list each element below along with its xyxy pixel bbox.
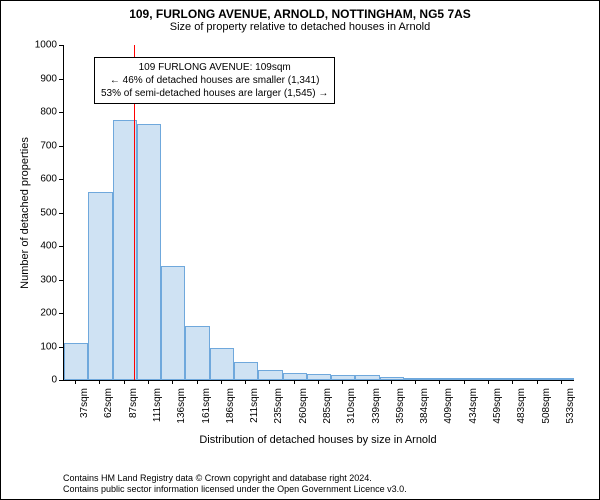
x-tick-label: 459sqm: [492, 388, 503, 436]
x-tick-label: 62sqm: [103, 388, 114, 436]
plot-area: 109 FURLONG AVENUE: 109sqm← 46% of detac…: [63, 45, 574, 381]
x-tick-label: 508sqm: [541, 388, 552, 436]
histogram-bar: [355, 375, 379, 380]
x-tick-label: 37sqm: [79, 388, 90, 436]
histogram-bar: [185, 326, 209, 380]
x-tick-label: 111sqm: [152, 388, 163, 436]
y-tick-label: 100: [29, 341, 57, 352]
histogram-bar: [428, 378, 452, 380]
x-tick-label: 136sqm: [176, 388, 187, 436]
histogram-bar: [550, 378, 574, 380]
annotation-line-2: ← 46% of detached houses are smaller (1,…: [101, 74, 328, 87]
x-tick-mark: [124, 380, 125, 384]
x-tick-label: 285sqm: [322, 388, 333, 436]
y-tick-mark: [59, 179, 63, 180]
x-tick-mark: [269, 380, 270, 384]
histogram-bar: [331, 375, 355, 380]
y-tick-label: 600: [29, 174, 57, 185]
x-tick-label: 310sqm: [346, 388, 357, 436]
y-tick-mark: [59, 380, 63, 381]
x-tick-label: 384sqm: [419, 388, 430, 436]
footer-line-2: Contains public sector information licen…: [63, 484, 407, 495]
x-tick-mark: [294, 380, 295, 384]
y-tick-mark: [59, 313, 63, 314]
annotation-box: 109 FURLONG AVENUE: 109sqm← 46% of detac…: [94, 57, 335, 104]
x-tick-mark: [512, 380, 513, 384]
x-tick-mark: [537, 380, 538, 384]
histogram-bar: [234, 362, 258, 380]
histogram-bar: [210, 348, 234, 380]
y-tick-mark: [59, 112, 63, 113]
histogram-bar: [453, 378, 477, 380]
x-tick-mark: [148, 380, 149, 384]
histogram-bar: [525, 378, 549, 380]
annotation-line-1: 109 FURLONG AVENUE: 109sqm: [101, 61, 328, 74]
footer-line-1: Contains HM Land Registry data © Crown c…: [63, 473, 407, 484]
x-tick-mark: [75, 380, 76, 384]
y-tick-mark: [59, 146, 63, 147]
y-tick-mark: [59, 347, 63, 348]
x-tick-mark: [415, 380, 416, 384]
chart-container: 109, FURLONG AVENUE, ARNOLD, NOTTINGHAM,…: [0, 0, 600, 500]
y-tick-label: 800: [29, 107, 57, 118]
footer-attribution: Contains HM Land Registry data © Crown c…: [63, 473, 407, 496]
x-tick-label: 434sqm: [468, 388, 479, 436]
x-tick-label: 235sqm: [273, 388, 284, 436]
y-tick-mark: [59, 246, 63, 247]
y-tick-label: 200: [29, 308, 57, 319]
annotation-line-3: 53% of semi-detached houses are larger (…: [101, 87, 328, 100]
histogram-bar: [501, 378, 525, 380]
y-tick-label: 500: [29, 207, 57, 218]
x-tick-label: 483sqm: [516, 388, 527, 436]
y-tick-label: 400: [29, 241, 57, 252]
histogram-bar: [161, 266, 185, 380]
histogram-bar: [88, 192, 112, 380]
x-tick-label: 339sqm: [371, 388, 382, 436]
x-tick-label: 260sqm: [298, 388, 309, 436]
x-tick-mark: [197, 380, 198, 384]
y-tick-label: 900: [29, 73, 57, 84]
histogram-bar: [137, 124, 161, 380]
histogram-bar: [380, 377, 404, 380]
x-tick-mark: [439, 380, 440, 384]
x-tick-label: 87sqm: [128, 388, 139, 436]
y-tick-mark: [59, 79, 63, 80]
x-tick-mark: [367, 380, 368, 384]
y-tick-label: 700: [29, 140, 57, 151]
x-tick-label: 161sqm: [201, 388, 212, 436]
x-tick-label: 211sqm: [249, 388, 260, 436]
y-tick-label: 1000: [29, 40, 57, 51]
x-tick-mark: [221, 380, 222, 384]
x-tick-mark: [245, 380, 246, 384]
y-tick-mark: [59, 213, 63, 214]
histogram-bar: [113, 120, 137, 380]
y-tick-label: 300: [29, 274, 57, 285]
y-tick-label: 0: [29, 375, 57, 386]
x-tick-mark: [391, 380, 392, 384]
histogram-bar: [258, 370, 282, 380]
x-tick-mark: [488, 380, 489, 384]
histogram-bar: [404, 378, 428, 380]
subtitle: Size of property relative to detached ho…: [1, 21, 599, 34]
y-tick-mark: [59, 280, 63, 281]
x-tick-mark: [464, 380, 465, 384]
x-tick-label: 359sqm: [395, 388, 406, 436]
x-tick-mark: [172, 380, 173, 384]
histogram-bar: [64, 343, 88, 380]
x-tick-mark: [99, 380, 100, 384]
histogram-bar: [283, 373, 307, 380]
x-tick-label: 186sqm: [225, 388, 236, 436]
x-tick-label: 533sqm: [565, 388, 576, 436]
y-tick-mark: [59, 45, 63, 46]
x-tick-mark: [318, 380, 319, 384]
x-tick-mark: [561, 380, 562, 384]
x-tick-label: 409sqm: [443, 388, 454, 436]
x-tick-mark: [342, 380, 343, 384]
title-1: 109, FURLONG AVENUE, ARNOLD, NOTTINGHAM,…: [1, 1, 599, 21]
